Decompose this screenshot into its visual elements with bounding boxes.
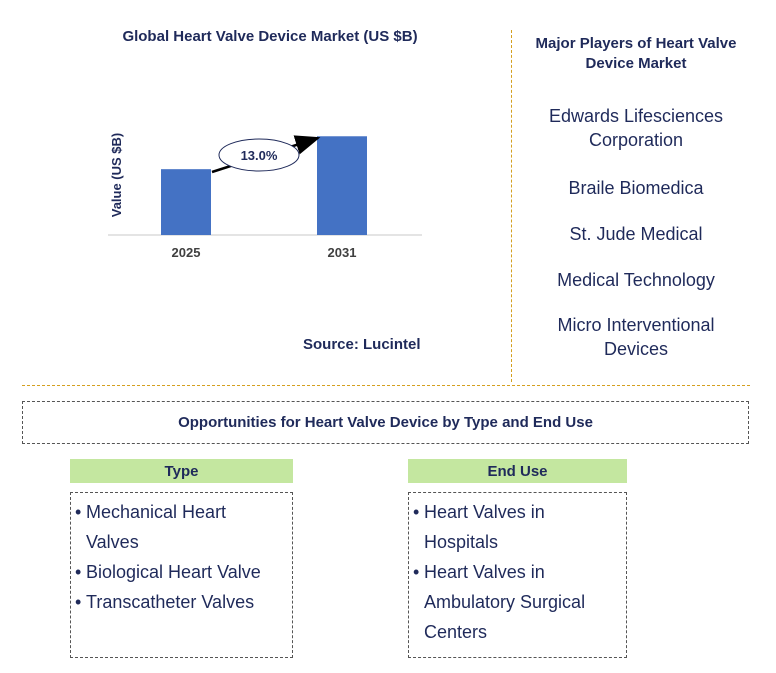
player-line: St. Jude Medical	[569, 224, 703, 244]
type-item: • Transcatheter Valves	[75, 587, 286, 617]
bullet-icon: •	[75, 502, 82, 522]
end-use-item-line: Centers	[424, 622, 488, 642]
bar-2031	[317, 136, 367, 235]
players-title-line2: Device Market	[585, 55, 687, 72]
bars-layer	[161, 136, 367, 235]
bar-2025	[161, 169, 211, 235]
player-line: Devices	[603, 339, 669, 359]
bar-chart: Value (US $B) 2025 2031 13.0%	[108, 133, 422, 260]
horizontal-divider	[22, 385, 750, 386]
player-line: Medical Technology	[557, 270, 715, 290]
x-tick-label-2025: 2025	[172, 245, 201, 260]
player-item: St. Jude Medical	[520, 222, 752, 246]
bullet-icon: •	[75, 562, 82, 582]
x-tick-label-2031: 2031	[328, 245, 357, 260]
bullet-icon: •	[413, 502, 420, 522]
type-item: • Mechanical Heart Valves	[75, 497, 286, 557]
player-line: Corporation	[588, 130, 684, 150]
player-line: Edwards Lifesciences	[548, 106, 724, 126]
type-item-line: Transcatheter Valves	[86, 592, 255, 612]
player-item: Micro Interventional Devices	[520, 313, 752, 361]
type-list: • Mechanical Heart Valves • Biological H…	[70, 492, 293, 658]
chart-title: Global Heart Valve Device Market (US $B)	[122, 28, 418, 45]
player-line: Braile Biomedica	[568, 178, 704, 198]
y-axis-label: Value (US $B)	[109, 133, 124, 218]
type-item-line: Valves	[86, 532, 139, 552]
cagr-ellipse	[218, 138, 300, 172]
end-use-item: • Heart Valves in Hospitals	[413, 497, 620, 557]
player-item: Medical Technology	[520, 268, 752, 292]
end-use-item-line: Hospitals	[424, 532, 499, 552]
end-use-item-line: Ambulatory Surgical	[424, 592, 586, 612]
opportunities-title: Opportunities for Heart Valve Device by …	[22, 401, 749, 444]
player-item: Edwards Lifesciences Corporation	[520, 104, 752, 152]
type-item: • Biological Heart Valve	[75, 557, 286, 587]
type-item-line: Mechanical Heart	[86, 502, 227, 522]
player-line: Micro Interventional	[557, 315, 715, 335]
players-title-line1: Major Players of Heart Valve	[535, 35, 737, 52]
players-title: Major Players of Heart Valve Device Mark…	[520, 34, 752, 74]
vertical-divider	[511, 30, 512, 382]
cagr-label: 13.0%	[241, 148, 278, 163]
type-item-line: Biological Heart Valve	[86, 562, 261, 582]
source-label: Source: Lucintel	[303, 336, 421, 353]
player-item: Braile Biomedica	[520, 176, 752, 200]
end-use-item-line: Heart Valves in	[424, 502, 545, 522]
end-use-item-line: Heart Valves in	[424, 562, 545, 582]
end-use-list: • Heart Valves in Hospitals • Heart Valv…	[408, 492, 627, 658]
bullet-icon: •	[413, 562, 420, 582]
end-use-header: End Use	[408, 459, 627, 483]
x-tick-labels: 2025 2031	[172, 245, 357, 260]
type-header: Type	[70, 459, 293, 483]
end-use-item: • Heart Valves in Ambulatory Surgical Ce…	[413, 557, 620, 647]
bullet-icon: •	[75, 592, 82, 612]
